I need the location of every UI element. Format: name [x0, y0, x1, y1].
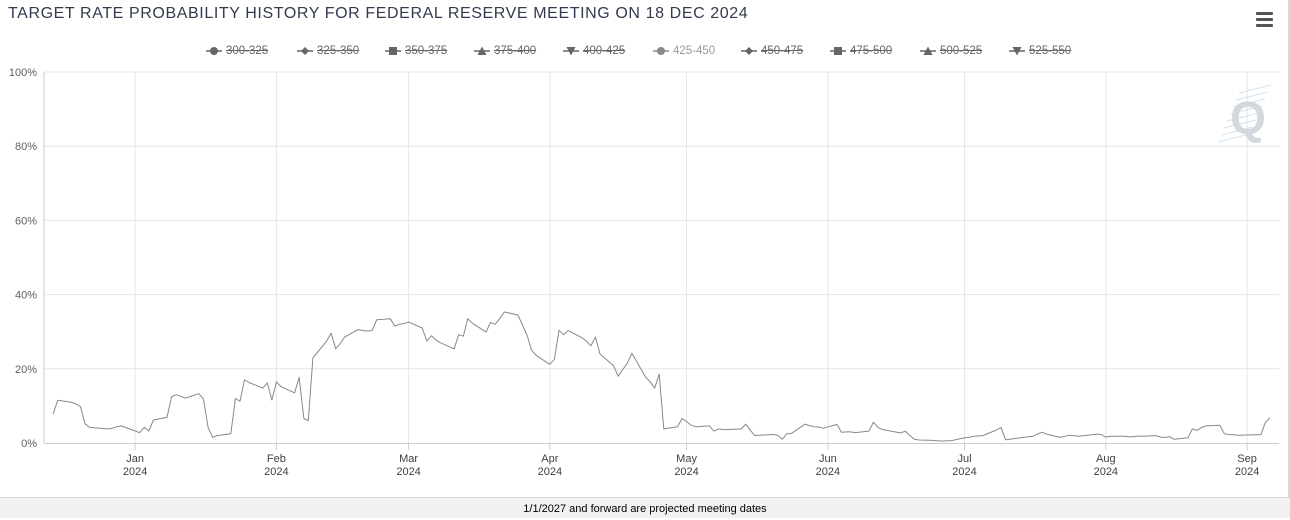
- legend-marker-triangle-down-icon: [563, 47, 579, 56]
- x-tick-label-month: Jun: [819, 453, 837, 465]
- legend-label: 425-450: [673, 45, 716, 57]
- y-tick-label: 100%: [9, 67, 37, 79]
- series-line-425-450: [52, 311, 1271, 442]
- legend-marker-triangle-icon: [920, 46, 936, 55]
- x-tick-label-month: Jan: [126, 453, 144, 465]
- chart-title: TARGET RATE PROBABILITY HISTORY FOR FEDE…: [8, 5, 749, 22]
- hamburger-menu-icon-bar: [1256, 24, 1273, 27]
- legend-marker-triangle-icon: [474, 46, 490, 55]
- legend-marker-diamond-icon: [297, 47, 313, 55]
- x-tick-label-month: Mar: [399, 453, 418, 465]
- x-tick-label-month: Apr: [541, 453, 558, 465]
- x-tick-label-month: Aug: [1096, 453, 1116, 465]
- x-tick-label-year: 2024: [123, 466, 147, 478]
- legend-item-475-500[interactable]: 475-500: [830, 42, 892, 60]
- legend-label: 350-375: [405, 45, 448, 57]
- chart-legend: 300-325 325-350 350-375 375-400 400-425 425-4…: [0, 42, 1290, 60]
- x-tick-label-month: Jul: [958, 453, 972, 465]
- legend-marker-circle-icon: [653, 47, 669, 55]
- x-tick-label-month: May: [676, 453, 697, 465]
- x-tick-label-year: 2024: [264, 466, 288, 478]
- watermark-streak: [1238, 84, 1272, 94]
- watermark-streak: [1226, 112, 1260, 122]
- chart-plot: 0%20%40%60%80%100%Jan2024Feb2024Mar2024A…: [9, 67, 1279, 478]
- x-tick-label-year: 2024: [538, 466, 562, 478]
- y-tick-label: 20%: [15, 364, 37, 376]
- legend-item-300-325[interactable]: 300-325: [206, 42, 268, 60]
- legend-label: 375-400: [494, 45, 537, 57]
- footer-note: 1/1/2027 and forward are projected meeti…: [0, 497, 1290, 518]
- legend-marker-square-icon: [385, 47, 401, 55]
- legend-item-425-450[interactable]: 425-450: [653, 42, 715, 60]
- watermark-streak: [1223, 119, 1257, 129]
- legend-marker-diamond-icon: [741, 47, 757, 55]
- legend-label: 500-525: [940, 45, 983, 57]
- legend-label: 525-550: [1029, 45, 1072, 57]
- x-tick-label-month: Sep: [1237, 453, 1257, 465]
- x-tick-label-year: 2024: [1235, 466, 1259, 478]
- legend-item-350-375[interactable]: 350-375: [385, 42, 447, 60]
- legend-marker-triangle-down-icon: [1009, 47, 1025, 56]
- hamburger-menu-icon: [1256, 12, 1273, 15]
- legend-item-375-400[interactable]: 375-400: [474, 42, 536, 60]
- y-tick-label: 60%: [15, 215, 37, 227]
- y-tick-label: 80%: [15, 141, 37, 153]
- legend-item-450-475[interactable]: 450-475: [741, 42, 803, 60]
- frame-border: [1288, 0, 1290, 497]
- watermark-streak: [1217, 133, 1251, 143]
- legend-label: 475-500: [850, 45, 893, 57]
- legend-label: 300-325: [226, 45, 269, 57]
- x-tick-label-year: 2024: [1094, 466, 1118, 478]
- legend-label: 400-425: [583, 45, 626, 57]
- hamburger-menu-icon-bar: [1256, 18, 1273, 21]
- legend-marker-circle-icon: [206, 47, 222, 55]
- x-tick-label-month: Feb: [267, 453, 286, 465]
- watermark-logo-q: Q: [1230, 92, 1266, 144]
- x-tick-label-year: 2024: [952, 466, 976, 478]
- legend-label: 325-350: [317, 45, 360, 57]
- watermark-streak: [1220, 126, 1254, 136]
- legend-marker-square-icon: [830, 47, 846, 55]
- watermark-streak: [1235, 91, 1269, 101]
- legend-item-500-525[interactable]: 500-525: [920, 42, 982, 60]
- x-tick-label-year: 2024: [816, 466, 840, 478]
- watermark-streak: [1229, 105, 1263, 115]
- legend-label: 450-475: [761, 45, 804, 57]
- y-tick-label: 40%: [15, 290, 37, 302]
- chart-menu-button[interactable]: [1255, 12, 1275, 30]
- x-tick-label-year: 2024: [674, 466, 698, 478]
- legend-item-325-350[interactable]: 325-350: [297, 42, 359, 60]
- legend-item-525-550[interactable]: 525-550: [1009, 42, 1071, 60]
- x-tick-label-year: 2024: [396, 466, 420, 478]
- watermark-streak: [1232, 98, 1266, 108]
- y-tick-label: 0%: [21, 438, 37, 450]
- legend-item-400-425[interactable]: 400-425: [563, 42, 625, 60]
